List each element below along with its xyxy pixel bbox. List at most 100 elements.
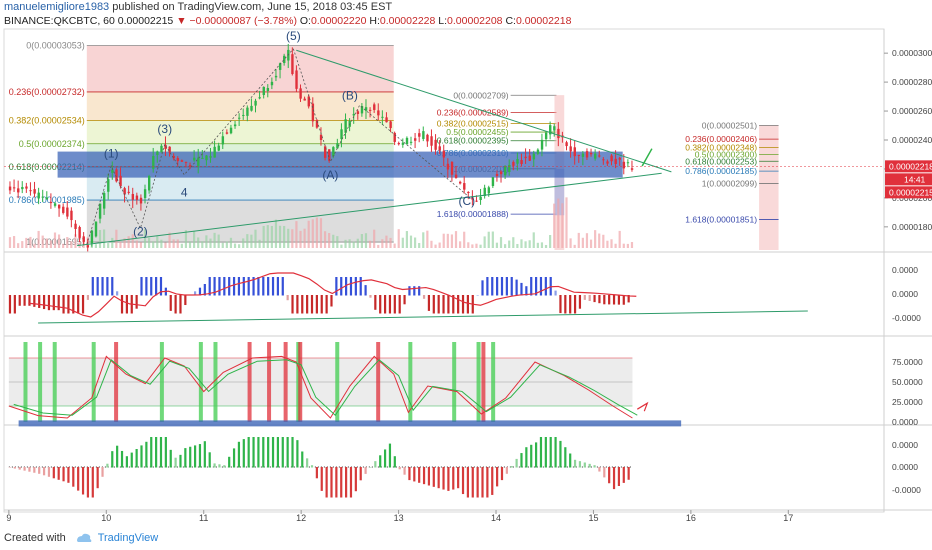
candle-body xyxy=(467,191,470,193)
candle-body xyxy=(299,88,302,99)
momentum-bar xyxy=(530,277,533,296)
candle-body xyxy=(278,63,282,70)
macd-bar xyxy=(130,452,133,468)
wave-label: (C) xyxy=(458,194,475,208)
candle-body xyxy=(626,162,630,164)
volume-bar xyxy=(184,230,188,248)
macd-bar xyxy=(101,467,104,477)
candle-body xyxy=(37,192,40,199)
macd-bar xyxy=(383,449,387,468)
momentum-bar xyxy=(271,277,275,296)
momentum-bar xyxy=(569,295,572,314)
volume-bar xyxy=(123,238,126,248)
momentum-bar xyxy=(364,285,367,296)
macd-bar xyxy=(476,467,479,498)
chart-header-line2: BINANCE:QKCBTC, 60 0.00002215 ▼ −0.00000… xyxy=(4,15,571,27)
candle-body xyxy=(373,104,376,110)
candle-body xyxy=(148,176,151,191)
volume-bar xyxy=(430,240,433,248)
momentum-bar xyxy=(42,295,46,310)
fib-mid-label: 0(0.00002709) xyxy=(453,90,508,100)
macd-bar xyxy=(496,467,499,487)
volume-bar xyxy=(340,244,343,248)
macd-bar xyxy=(33,467,36,473)
tradingview-brand-link[interactable]: TradingView xyxy=(97,531,159,544)
momentum-bar xyxy=(306,295,309,314)
price-tick-label: 0.00001800 xyxy=(892,222,932,232)
volume-bar xyxy=(426,230,429,248)
candle-body xyxy=(352,113,356,116)
macd-bar xyxy=(603,467,606,478)
momentum-bar xyxy=(315,295,318,314)
volume-bar xyxy=(274,219,278,248)
macd-bar xyxy=(198,444,202,468)
candle-body xyxy=(618,157,621,160)
volume-bar xyxy=(25,237,28,248)
candle-body xyxy=(602,159,605,161)
volume-bar xyxy=(610,239,613,248)
momentum-bar xyxy=(116,291,119,296)
volume-bar xyxy=(135,240,138,248)
high-value: 0.00002228 xyxy=(379,15,436,27)
candle-body xyxy=(29,190,32,192)
macd-bar xyxy=(203,441,206,468)
momentum-bar xyxy=(335,277,338,296)
candle-body xyxy=(172,155,175,159)
macd-bar xyxy=(96,467,99,489)
candle-body xyxy=(86,245,90,248)
macd-bar xyxy=(622,467,625,483)
volume-bar xyxy=(385,235,388,248)
momentum-bar xyxy=(38,295,41,308)
volume-bar xyxy=(528,240,531,248)
stoch-oversold-marker xyxy=(491,342,496,422)
candle-body xyxy=(516,159,519,164)
candle-body xyxy=(115,169,118,182)
candle-body xyxy=(381,116,384,118)
trendline-upper xyxy=(296,49,672,173)
fib-mid-label: 0.5(0.00002455) xyxy=(446,127,509,137)
volume-bar xyxy=(37,230,40,248)
momentum-bar xyxy=(169,295,172,311)
volume-bar xyxy=(630,242,634,248)
macd-bar xyxy=(52,467,55,479)
momentum-bar xyxy=(442,295,445,314)
fib-left-label: 0.618(0.00002214) xyxy=(9,162,85,172)
candle-body xyxy=(262,86,265,96)
volume-bar xyxy=(197,237,200,248)
macd-bar xyxy=(325,467,328,498)
volume-bar xyxy=(626,243,629,248)
macd-bar xyxy=(481,467,484,498)
macd-bar xyxy=(184,448,187,468)
candle-body xyxy=(409,141,413,143)
momentum-bar xyxy=(466,295,469,314)
macd-bar xyxy=(155,437,158,468)
macd-bar xyxy=(379,455,382,468)
momentum-bar xyxy=(573,295,577,314)
momentum-bar xyxy=(67,295,70,314)
countdown-tag xyxy=(885,173,932,186)
volume-bar xyxy=(614,243,617,248)
momentum-bar xyxy=(296,295,299,314)
candle-body xyxy=(258,97,261,99)
volume-bar xyxy=(172,239,175,248)
momentum-bar xyxy=(28,295,31,306)
author-link[interactable]: manuelemigliore1983 xyxy=(4,1,110,13)
candle-body xyxy=(8,186,12,191)
momentum-tick-label: 0.0000 xyxy=(892,289,918,299)
candle-body xyxy=(233,124,237,127)
momentum-bar xyxy=(174,295,177,314)
candle-body xyxy=(569,146,572,152)
macd-bar xyxy=(174,457,177,468)
macd-bar xyxy=(179,454,182,468)
momentum-bar xyxy=(237,277,241,296)
volume-bar xyxy=(598,233,601,248)
volume-bar xyxy=(360,234,363,248)
volume-bar xyxy=(233,243,237,248)
candle-body xyxy=(107,179,110,192)
time-tick-label: 17 xyxy=(783,513,793,523)
momentum-bar xyxy=(403,295,406,305)
candle-body xyxy=(622,161,626,169)
tradingview-logo-icon xyxy=(76,533,92,542)
macd-bar xyxy=(345,467,348,498)
